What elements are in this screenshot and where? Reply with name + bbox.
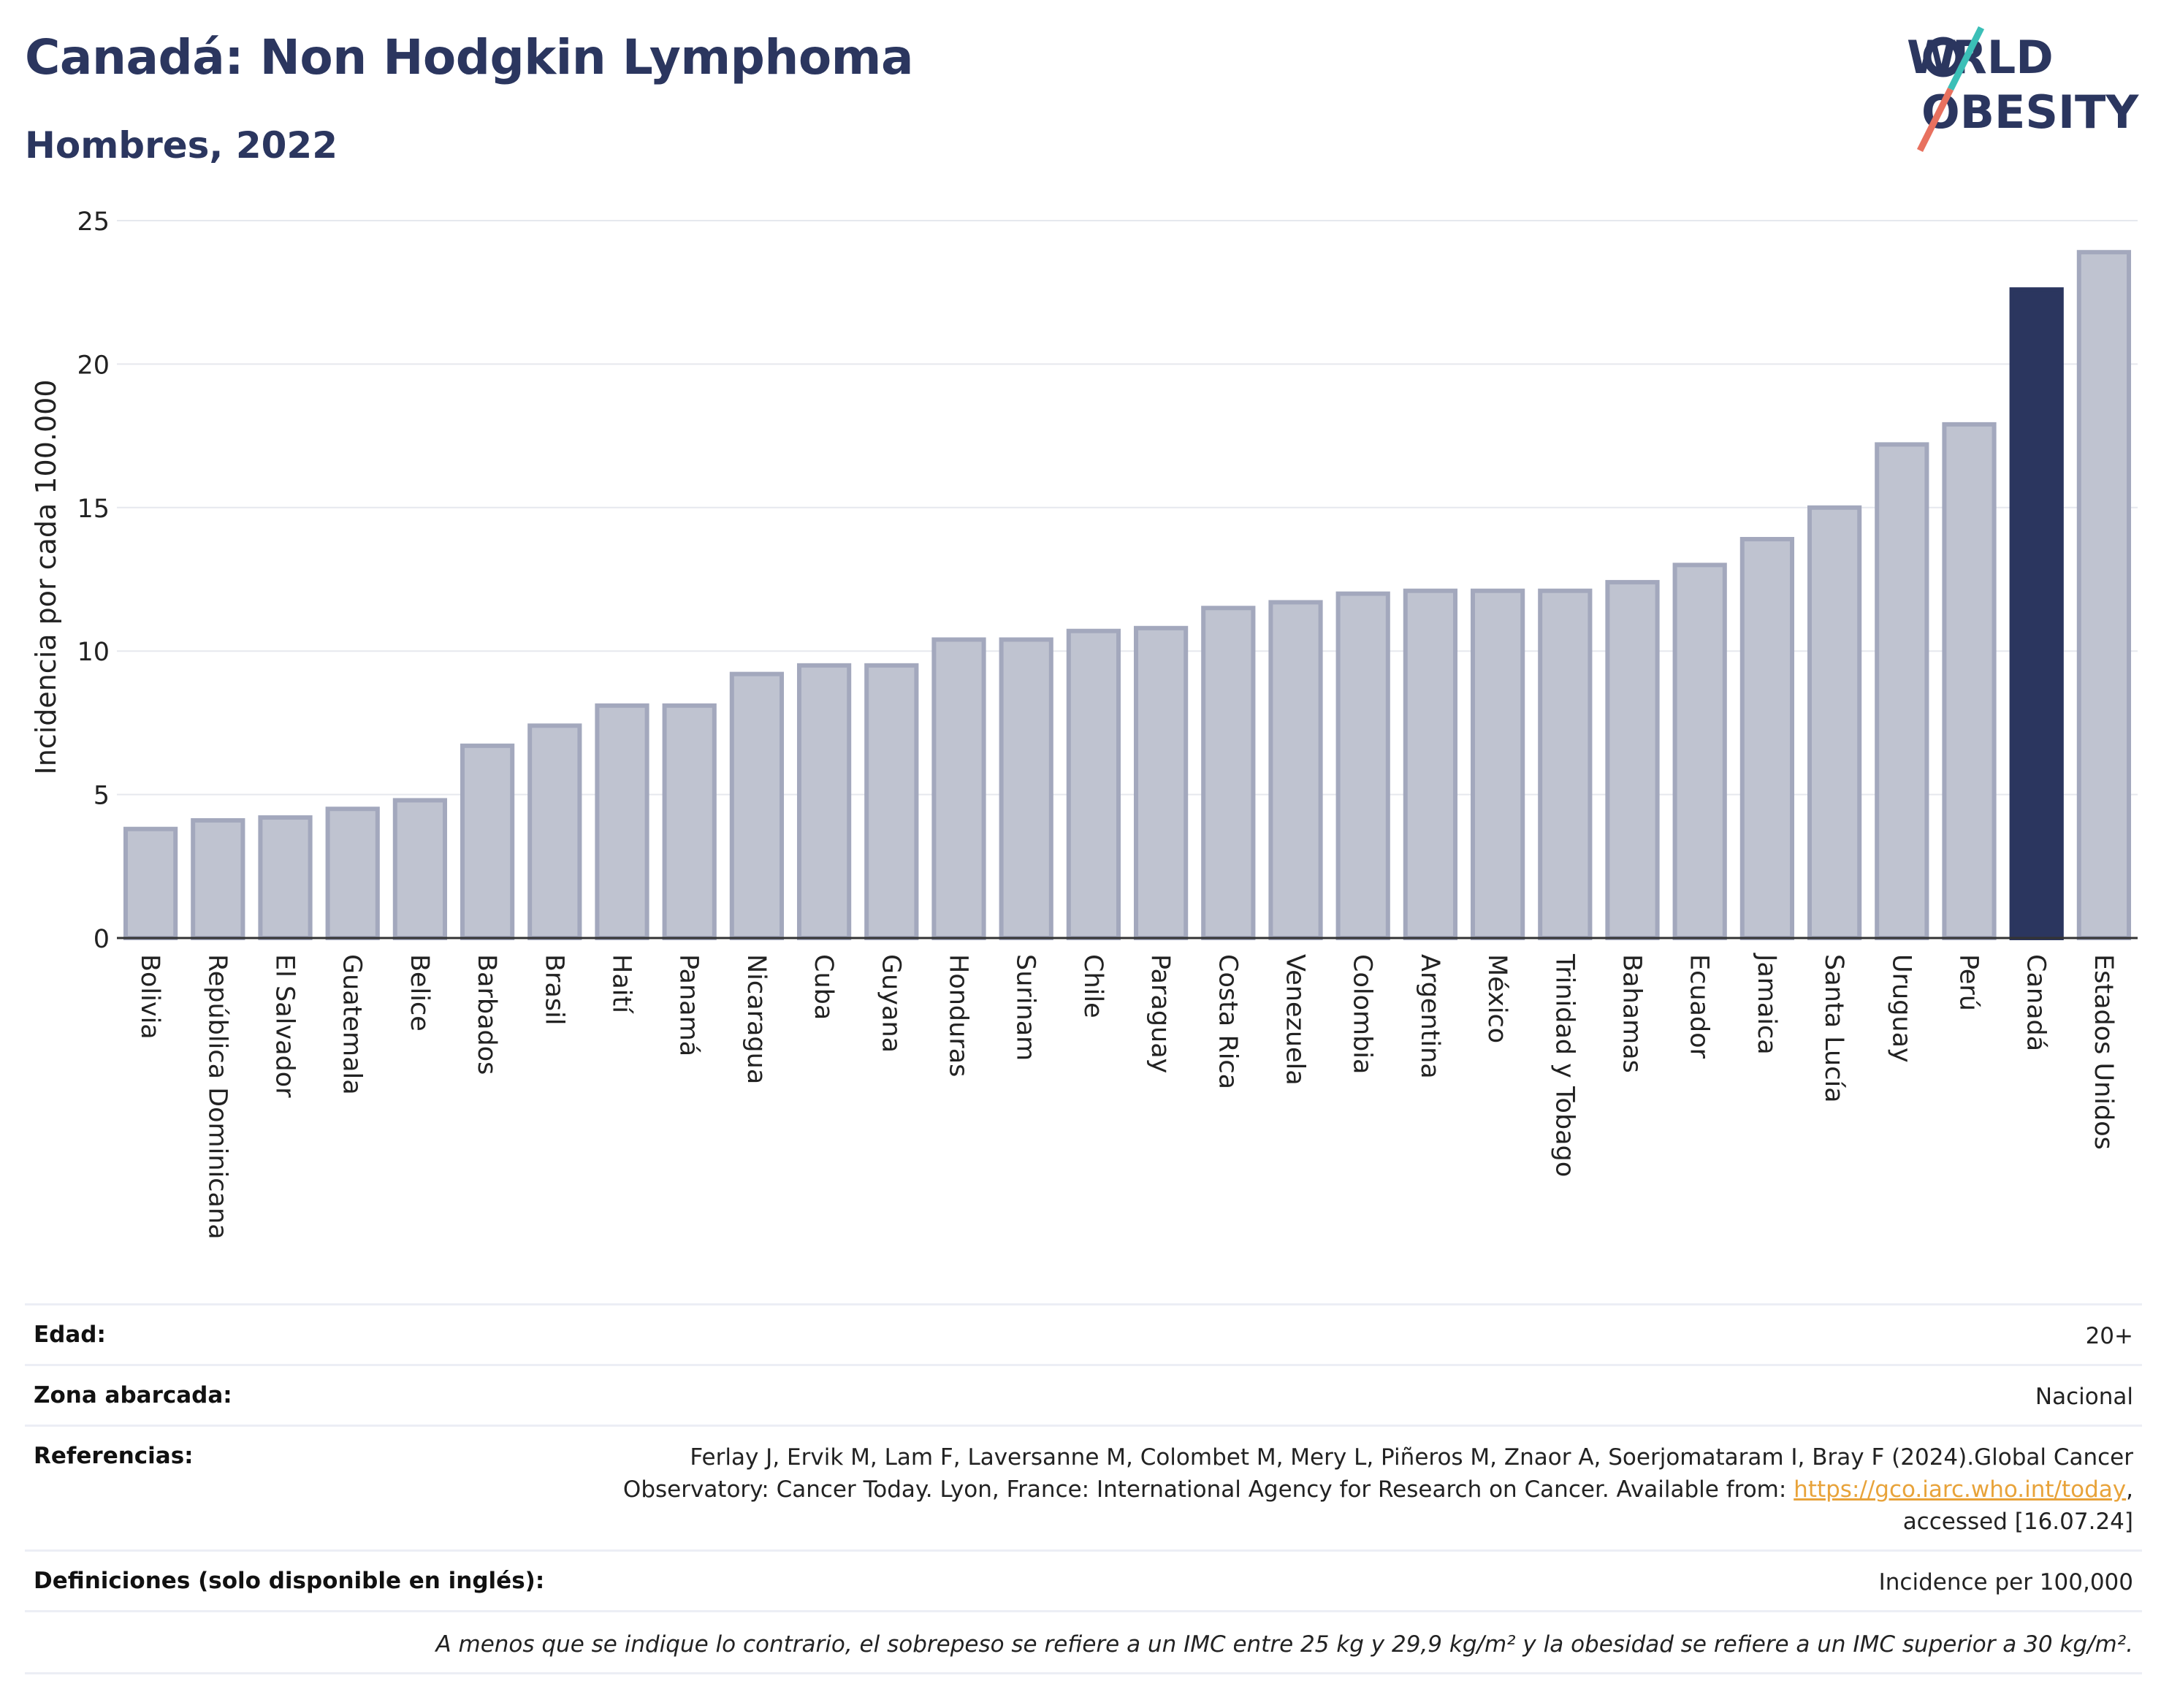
- x-tick-label: Chile: [1078, 954, 1108, 1018]
- x-tick-label: Brasil: [539, 954, 568, 1026]
- x-tick-label: Haití: [607, 954, 636, 1014]
- bar-chart: 0 5 10 15 20 25 Bolivia República Dominicana El…: [30, 207, 2138, 1240]
- bar-el-salvador: [258, 815, 313, 941]
- bar-guatemala: [325, 807, 380, 940]
- reference-link[interactable]: https://gco.iarc.who.int/today: [1794, 1476, 2127, 1503]
- x-tick-label: Bolivia: [135, 954, 164, 1040]
- info-row-note: A menos que se indique lo contrario, el …: [25, 1610, 2142, 1674]
- zona-label: Zona abarcada:: [34, 1382, 232, 1408]
- bar-colombia: [1335, 591, 1390, 940]
- definiciones-label: Definiciones (solo disponible en inglés)…: [34, 1568, 545, 1594]
- x-tick-label: Venezuela: [1281, 954, 1310, 1086]
- bar-bahamas: [1605, 579, 1660, 940]
- bar-república-dominicana: [191, 817, 245, 941]
- bar-brasil: [527, 723, 582, 940]
- edad-value: 20+: [2085, 1323, 2133, 1349]
- x-tick-label: Trinidad y Tobago: [1550, 953, 1579, 1177]
- bar-honduras: [931, 637, 986, 940]
- ref-line-3: accessed [16.07.24]: [1902, 1509, 2133, 1535]
- y-tick-label: 15: [77, 495, 110, 524]
- bar-barbados: [460, 743, 515, 940]
- bar-chile: [1066, 628, 1121, 940]
- y-tick-label: 25: [77, 207, 110, 237]
- bar-argentina: [1403, 588, 1458, 940]
- ref-line-2-text: Observatory: Cancer Today. Lyon, France:…: [622, 1476, 1794, 1503]
- x-tick-label: Perú: [1954, 954, 1983, 1011]
- x-tick-label: Colombia: [1348, 954, 1377, 1074]
- zona-value: Nacional: [2035, 1384, 2133, 1410]
- x-tick-label: Barbados: [472, 954, 501, 1075]
- world-obesity-logo: W RLD OBESITY: [1907, 26, 2139, 153]
- definiciones-value: Incidence per 100,000: [1878, 1569, 2133, 1595]
- y-axis-label: Incidencia por cada 100.000: [30, 379, 62, 774]
- x-tick-label: Paraguay: [1146, 954, 1175, 1073]
- bar-perú: [1942, 422, 1997, 940]
- x-tick-label: Guyana: [876, 954, 905, 1053]
- bar-guyana: [864, 663, 919, 941]
- chart-title: Canadá: Non Hodgkin Lymphoma: [25, 29, 914, 85]
- x-tick-label: Canadá: [2021, 954, 2051, 1051]
- x-tick-label: México: [1482, 954, 1512, 1043]
- x-tick-label: Costa Rica: [1213, 954, 1242, 1089]
- ref-line-1: Ferlay J, Ervik M, Lam F, Laversanne M, …: [690, 1444, 2133, 1471]
- ref-line-2-end: ,: [2126, 1476, 2133, 1503]
- bar-costa-rica: [1201, 606, 1256, 941]
- x-tick-label: Honduras: [944, 954, 973, 1077]
- bar-trinidad-y-tobago: [1538, 588, 1593, 940]
- bar-panamá: [662, 703, 717, 940]
- bar-canadá: [2009, 287, 2064, 941]
- bar-cuba: [796, 663, 852, 941]
- referencias-label: Referencias:: [34, 1443, 194, 1469]
- info-row-edad: Edad: 20+: [25, 1303, 2142, 1364]
- x-tick-label: República Dominicana: [202, 954, 232, 1240]
- x-tick-label: El Salvador: [270, 954, 300, 1098]
- y-tick-label: 20: [77, 351, 110, 380]
- obesity-note: A menos que se indique lo contrario, el …: [435, 1631, 2133, 1658]
- x-tick-label: Jamaica: [1752, 953, 1781, 1055]
- x-tick-label: Santa Lucía: [1819, 954, 1848, 1103]
- bar-uruguay: [1875, 442, 1929, 940]
- x-tick-label: Ecuador: [1685, 954, 1714, 1059]
- chart-subtitle: Hombres, 2022: [25, 124, 338, 167]
- bar-estados-unidos: [2076, 250, 2132, 940]
- bar-méxico: [1470, 588, 1525, 940]
- x-tick-label: Surinam: [1011, 954, 1040, 1061]
- info-row-definiciones: Definiciones (solo disponible en inglés)…: [25, 1549, 2142, 1610]
- bar-santa-lucía: [1807, 505, 1862, 940]
- info-row-referencias: Referencias: Ferlay J, Ervik M, Lam F, L…: [25, 1425, 2142, 1549]
- edad-label: Edad:: [34, 1322, 106, 1348]
- info-table: Edad: 20+ Zona abarcada: Nacional Refere…: [25, 1303, 2142, 1674]
- bar-paraguay: [1133, 625, 1189, 940]
- x-tick-label: Panamá: [674, 954, 704, 1056]
- bar-surinam: [999, 637, 1053, 940]
- bar-belice: [392, 798, 448, 941]
- y-tick-label: 5: [94, 782, 110, 811]
- x-tick-labels: Bolivia República Dominicana El Salvador Gu…: [135, 953, 2118, 1240]
- x-tick-label: Estados Unidos: [2089, 954, 2118, 1150]
- svg-text:OBESITY: OBESITY: [1921, 85, 2139, 139]
- bar-jamaica: [1739, 537, 1795, 940]
- x-tick-label: Nicaragua: [742, 954, 771, 1084]
- y-tick-label: 0: [94, 925, 110, 954]
- x-tick-label: Argentina: [1415, 954, 1444, 1079]
- y-tick-label: 10: [77, 638, 110, 667]
- referencias-value: Ferlay J, Ervik M, Lam F, Laversanne M, …: [623, 1441, 2133, 1538]
- info-row-zona: Zona abarcada: Nacional: [25, 1364, 2142, 1425]
- x-tick-label: Bahamas: [1617, 954, 1647, 1073]
- y-tick-labels: 0 5 10 15 20 25: [77, 207, 110, 954]
- bar-venezuela: [1268, 600, 1323, 940]
- x-tick-label: Cuba: [809, 954, 838, 1020]
- grid-lines: [117, 220, 2138, 796]
- x-tick-label: Guatemala: [338, 954, 367, 1095]
- x-tick-label: Belice: [405, 954, 434, 1032]
- bar-bolivia: [123, 826, 178, 940]
- ref-line-2: Observatory: Cancer Today. Lyon, France:…: [623, 1473, 2133, 1506]
- x-tick-label: Uruguay: [1886, 954, 1916, 1063]
- bars: [117, 250, 2138, 941]
- bar-nicaragua: [729, 671, 785, 941]
- bar-haití: [595, 703, 649, 940]
- bar-ecuador: [1672, 563, 1727, 940]
